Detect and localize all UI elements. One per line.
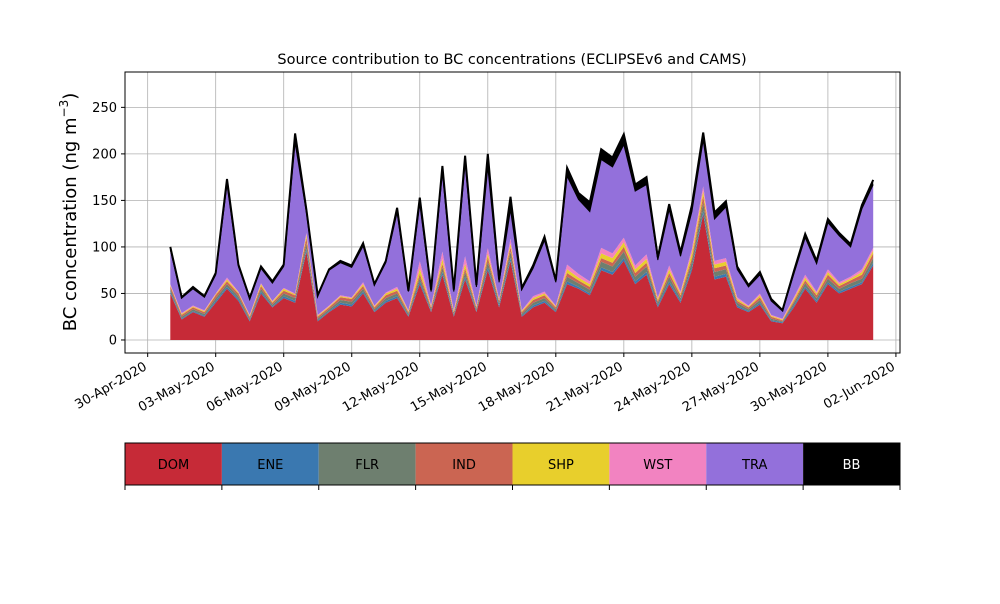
legend-label-dom: DOM [158,458,189,473]
legend-label-flr: FLR [355,458,379,473]
area-tra [170,139,874,319]
legend: DOM ENE FLR IND SHP WST TRA BB [124,442,901,490]
area-shp [170,191,874,321]
legend-swatch-bb [803,443,900,485]
x-tick-label: 12-May-2020 [340,359,422,415]
legend-swatch-flr [318,443,416,485]
y-tick-label: 250 [92,101,117,116]
legend-label-ind: IND [452,458,476,473]
legend-swatch-tra [706,443,804,485]
legend-label-shp: SHP [548,458,574,473]
x-tick-label: 27-May-2020 [680,359,762,415]
x-tick-label: 09-May-2020 [272,359,354,415]
x-tick-label: 21-May-2020 [544,359,626,415]
y-tick-label: 0 [109,333,117,348]
x-tick-label: 18-May-2020 [476,359,558,415]
legend-label-bb: BB [843,458,861,473]
area-wst [170,186,874,320]
x-tick-label: 06-May-2020 [204,359,286,415]
x-tick-label: 15-May-2020 [408,359,490,415]
plot-frame [124,71,901,354]
legend-label-ene: ENE [257,458,283,473]
y-tick-label: 200 [92,147,117,162]
y-axis-label: BC concentration (ng m−3) [57,93,81,332]
legend-swatch-wst [609,443,707,485]
legend-swatch-dom [125,443,222,485]
legend-swatch-shp [512,443,610,485]
y-axis-label-close: ) [60,93,81,100]
y-tick-label: 150 [92,194,117,209]
legend-swatch-ene [221,443,319,485]
y-axis-label-sup: −3 [57,100,71,118]
tra-outline [169,139,874,312]
y-tick-label: 100 [92,240,117,255]
legend-swatch-ind [415,443,513,485]
chart-title: Source contribution to BC concentrations… [277,52,746,68]
x-tick-label: 30-May-2020 [748,359,830,415]
legend-label-wst: WST [643,458,672,473]
x-tick-label: 02-Jun-2020 [821,359,898,412]
legend-label-tra: TRA [741,458,767,473]
stacked-areas [169,131,875,340]
y-tick-label: 50 [100,287,117,302]
x-tick-label: 24-May-2020 [612,359,694,415]
y-axis-label-main: BC concentration (ng m [60,117,81,331]
area-dom [170,214,874,340]
x-tick-label: 03-May-2020 [136,359,218,415]
